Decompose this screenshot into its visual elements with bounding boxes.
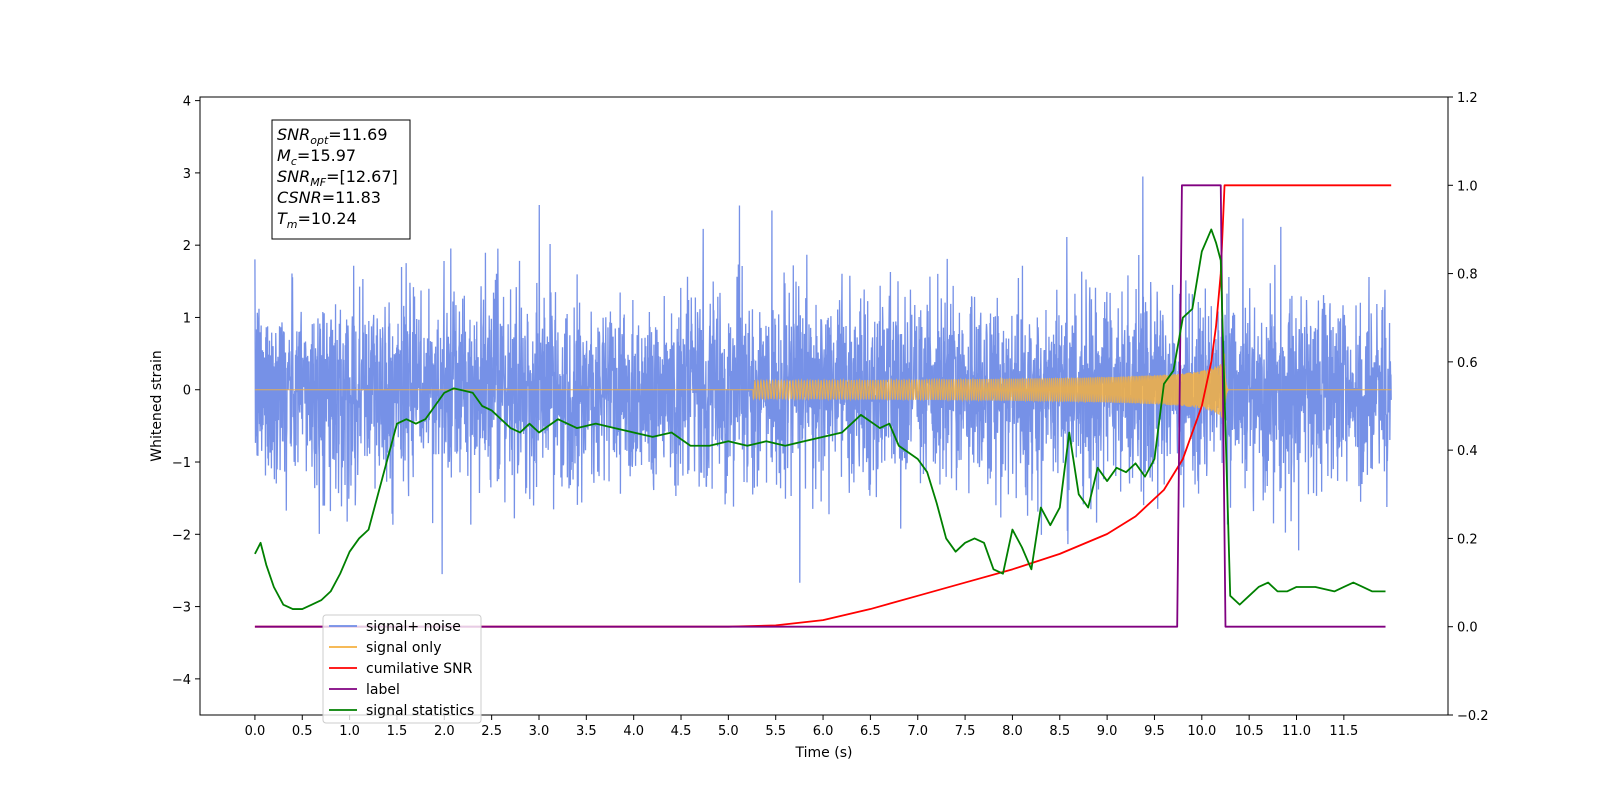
x-tick-label: 8.5: [1049, 724, 1070, 739]
x-tick-label: 9.0: [1097, 724, 1118, 739]
x-tick-label: 0.5: [292, 724, 313, 739]
y2-tick-label: 0.0: [1457, 621, 1478, 636]
legend-label: signal statistics: [366, 703, 474, 719]
x-tick-label: 4.5: [671, 724, 692, 739]
info-line: CSNR=11.83: [277, 188, 381, 207]
y2-tick-label: 0.8: [1457, 268, 1478, 283]
legend: signal+ noise signal only cumilative SNR la…: [322, 614, 482, 724]
x-tick-label: 8.0: [1002, 724, 1023, 739]
y-tick-label: 2: [183, 239, 191, 254]
y-tick-label: −1: [172, 456, 191, 471]
x-tick-label: 9.5: [1144, 724, 1165, 739]
x-tick-label: 1.5: [387, 724, 408, 739]
y-tick-label: 3: [183, 167, 191, 182]
x-tick-label: 5.5: [765, 724, 786, 739]
x-tick-label: 11.0: [1282, 724, 1311, 739]
y-tick-label: 0: [183, 384, 191, 399]
y-tick-label: 1: [183, 311, 191, 326]
info-line: Tm=10.24: [277, 209, 357, 231]
y-tick-label: 4: [183, 95, 191, 110]
info-box-frame: [271, 119, 411, 240]
y2-tick-label: 0.2: [1457, 532, 1478, 547]
legend-label: signal+ noise: [366, 619, 461, 635]
x-tick-label: 5.0: [718, 724, 739, 739]
legend-label: cumilative SNR: [366, 661, 473, 677]
info-line: Mc=15.97: [277, 146, 356, 168]
axes: 0.0 0.5 1.0 1.5 2.0 2.5 3.0 3.5 4.0 4.5 5.0 5.5 6.0 6…: [149, 91, 1489, 761]
x-tick-label: 1.0: [339, 724, 360, 739]
series-cumilative-snr: [254, 184, 1392, 628]
plot-area: [254, 176, 1392, 628]
y2-tick-label: 0.4: [1457, 444, 1478, 459]
y-axis-label: Whitened strain: [149, 350, 165, 461]
plot-frame: [199, 96, 1449, 716]
x-tick-label: 7.0: [907, 724, 928, 739]
legend-label: label: [366, 682, 400, 698]
x-tick-label: 6.5: [860, 724, 881, 739]
x-tick-label: 11.5: [1329, 724, 1358, 739]
x-axis-label: Time (s): [795, 745, 853, 761]
y2-tick-label: 1.2: [1457, 91, 1478, 106]
x-tick-label: 4.0: [623, 724, 644, 739]
x-tick-label: 10.5: [1235, 724, 1264, 739]
y-tick-label: −4: [172, 673, 191, 688]
x-tick-label: 3.0: [529, 724, 550, 739]
info-line: SNRopt=11.69: [277, 125, 388, 147]
x-tick-label: 10.0: [1187, 724, 1216, 739]
x-tick-label: 0.0: [245, 724, 266, 739]
x-tick-label: 2.0: [434, 724, 455, 739]
series-signal-only: [254, 353, 1392, 421]
series-signal-noise: [254, 176, 1392, 583]
legend-box: [322, 614, 482, 724]
series-signal-statistics: [254, 228, 1386, 610]
info-line: SNRMF=[12.67]: [277, 167, 398, 189]
legend-label: signal only: [366, 640, 441, 656]
y2-tick-label: 1.0: [1457, 179, 1478, 194]
y-tick-label: −3: [172, 601, 191, 616]
y2-tick-label: 0.6: [1457, 356, 1478, 371]
x-tick-label: 6.0: [813, 724, 834, 739]
x-tick-label: 7.5: [955, 724, 976, 739]
y2-tick-label: −0.2: [1457, 709, 1489, 724]
x-tick-label: 3.5: [576, 724, 597, 739]
info-box: SNRopt=11.69Mc=15.97SNRMF=[12.67]CSNR=11…: [271, 119, 411, 240]
series-label: [254, 184, 1386, 628]
x-tick-label: 2.5: [481, 724, 502, 739]
y-tick-label: −2: [172, 528, 191, 543]
